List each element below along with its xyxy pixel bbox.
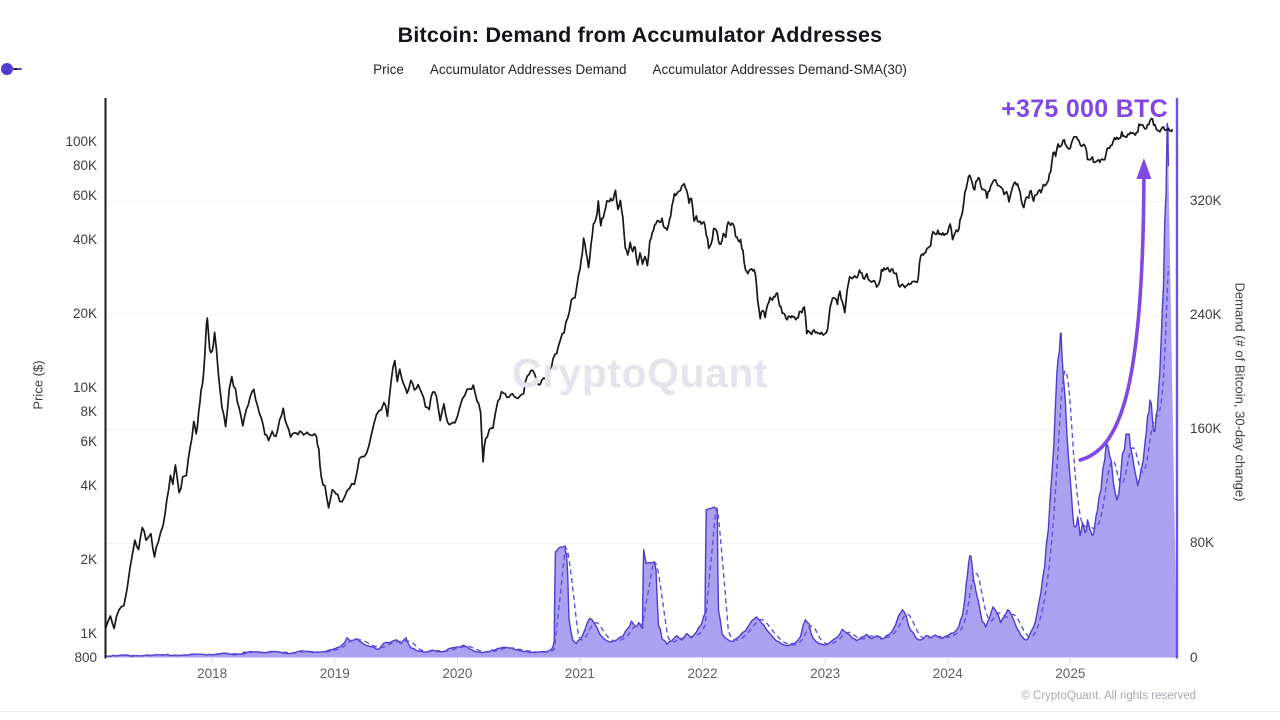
arrow-head-icon [1136,158,1152,179]
price-line [104,117,1173,630]
y-left-tick-label: 100K [65,133,97,149]
copyright-footer: © CryptoQuant. All rights reserved [1021,690,1196,702]
y-right-tick-label: 240K [1190,307,1222,323]
legend-label-demand: Accumulator Addresses Demand [429,62,627,77]
annotation-arrow [1078,177,1146,462]
x-tick-label: 2025 [1055,666,1086,681]
y-left-tick-label: 60K [72,188,97,204]
watermark: CryptoQuant [511,350,769,396]
y-left-tick-label: 10K [72,379,97,395]
y-left-tick-label: 1K [80,625,97,641]
y-right-tick-label: 80K [1190,535,1215,551]
legend: Price Accumulator Addresses Demand Accum… [0,62,1280,77]
legend-item-demand[interactable]: Accumulator Addresses Demand [1,62,627,77]
demand-area [105,123,1177,658]
x-tick-label: 2020 [442,666,473,681]
y-left-tick-label: 800 [74,649,97,665]
y-left-tick-label: 2K [80,551,97,567]
y-left-tick-label: 80K [72,157,97,173]
legend-item-demand-sma[interactable]: Accumulator Addresses Demand-SMA(30) [1,62,907,77]
x-tick-label: 2019 [319,666,350,681]
x-tick-label: 2023 [810,666,841,681]
y-right-tick-label: 0 [1190,649,1198,665]
legend-label-demand-sma: Accumulator Addresses Demand-SMA(30) [652,62,907,77]
annotation-text: +375 000 BTC [1001,95,1168,123]
legend-label-price: Price [373,62,404,77]
dashed-line-icon [1,68,25,70]
y-left-tick-label: 40K [72,231,97,247]
y-axis-right-title: Demand (# of Bitcoin, 30-day change) [1232,282,1248,502]
demand-sma-line [105,266,1170,657]
bottom-divider [0,711,1280,712]
y-left-tick-label: 20K [72,305,97,321]
x-tick-label: 2021 [564,666,595,681]
y-right-tick-label: 320K [1190,193,1222,209]
y-left-tick-label: 6K [80,434,97,450]
y-left-tick-label: 4K [80,477,97,493]
x-tick-label: 2022 [687,666,718,681]
y-right-tick-label: 160K [1190,421,1222,437]
page-title: Bitcoin: Demand from Accumulator Address… [397,23,883,47]
x-tick-label: 2018 [197,666,228,681]
y-left-tick-label: 8K [80,403,97,419]
demand-dot-icon [1,63,13,75]
x-tick-label: 2024 [932,666,963,681]
